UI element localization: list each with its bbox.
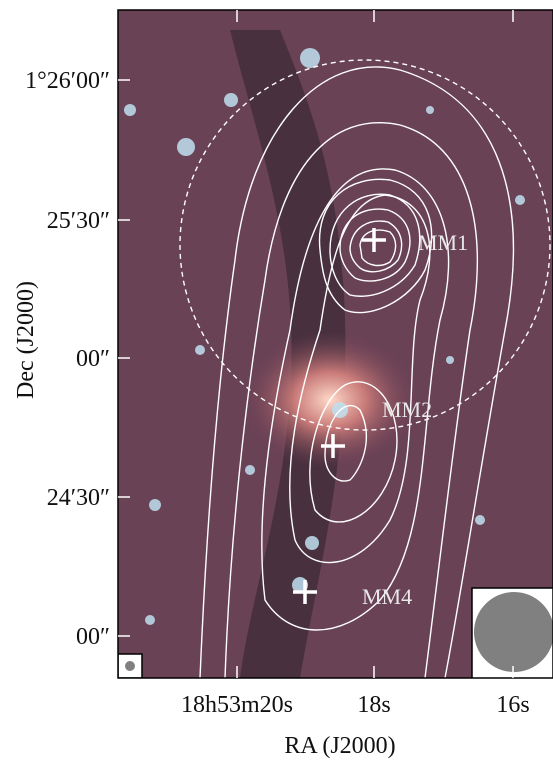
y-tick-label: 1°26′00″ (25, 68, 110, 94)
x-axis-label: RA (J2000) (284, 733, 395, 759)
beam (474, 592, 553, 672)
small-beam (125, 661, 135, 671)
source-label: MM1 (418, 230, 468, 255)
sky-image: MM1 MM2 MM4 (118, 10, 553, 679)
y-tick-label: 00″ (76, 624, 110, 650)
y-axis-label: Dec (J2000) (13, 281, 39, 399)
y-tick-label: 25′30″ (47, 208, 110, 234)
figure: MM1 MM2 MM4 18h53m20s 18s 16s 1°26′00″ 2… (0, 0, 553, 760)
x-tick-label: 18h53m20s (181, 692, 293, 718)
y-tick-label: 00″ (76, 346, 110, 372)
source-label: MM4 (362, 584, 412, 609)
x-tick-label: 18s (357, 692, 390, 718)
source-label: MM2 (382, 397, 432, 422)
x-tick-label: 16s (496, 692, 529, 718)
y-tick-label: 24′30″ (47, 485, 110, 511)
